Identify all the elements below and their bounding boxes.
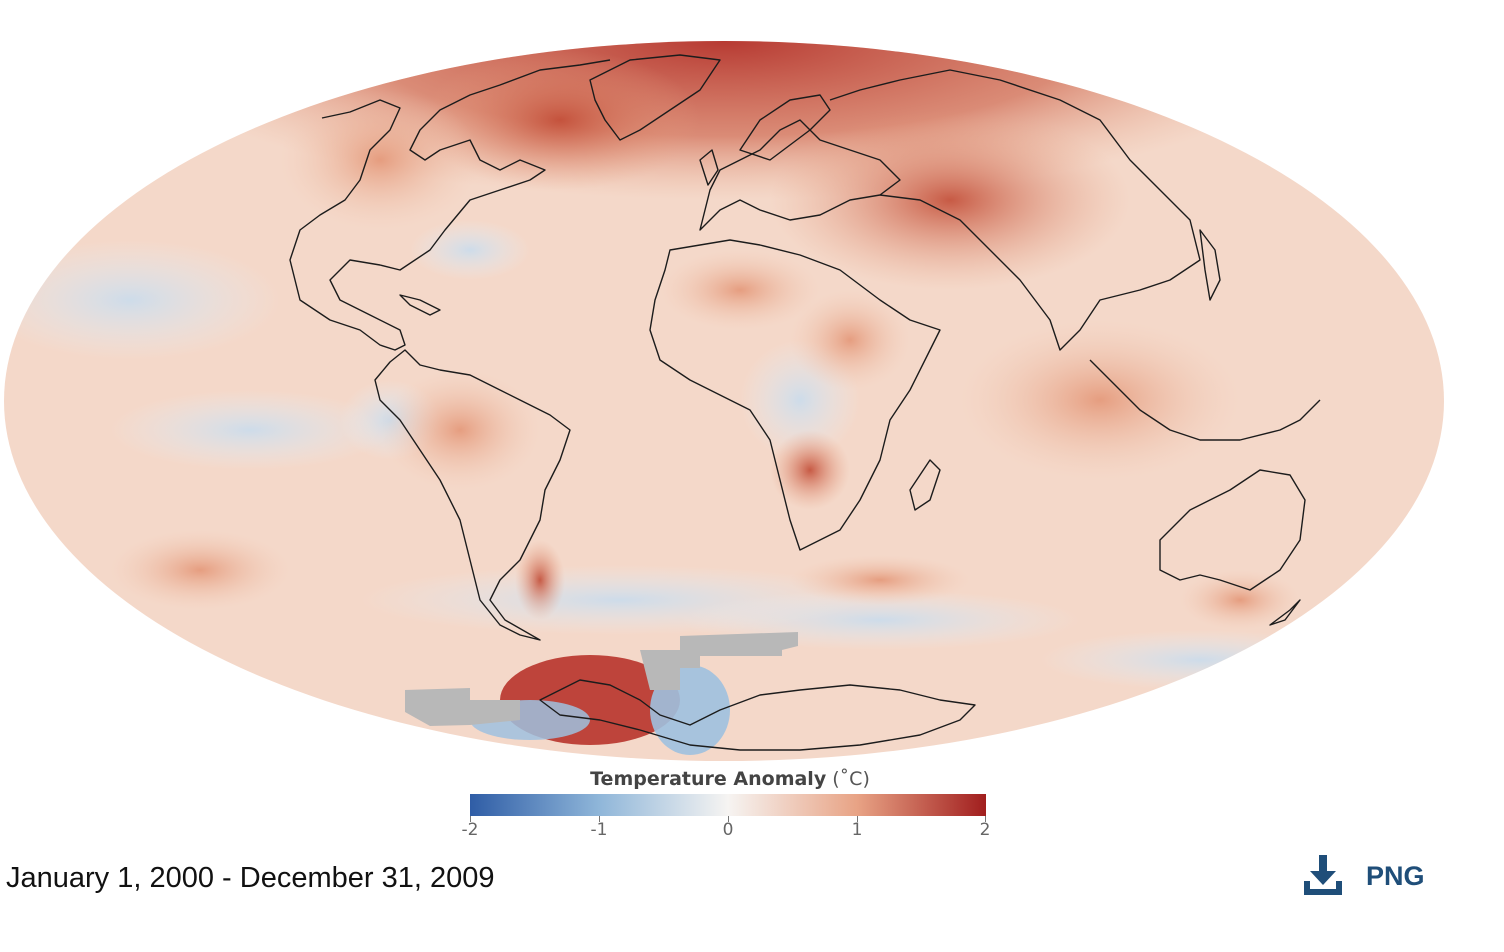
temperature-anomaly-map — [4, 41, 1444, 761]
color-legend: Temperature Anomaly (˚C) -2 -1 0 1 2 — [460, 764, 1000, 844]
coastline-caribbean — [399, 294, 441, 316]
coastline-new-zealand — [1269, 599, 1301, 626]
legend-unit: (˚C) — [832, 768, 870, 790]
coastline-south-america — [374, 349, 571, 641]
coastline-britain — [699, 149, 719, 186]
coastline-japan — [1199, 229, 1221, 301]
legend-color-bar — [470, 794, 986, 816]
coastline-madagascar — [909, 459, 941, 511]
legend-title: Temperature Anomaly (˚C) — [460, 768, 1000, 790]
legend-tick-label: -2 — [461, 820, 479, 840]
legend-tick-label: 1 — [851, 820, 863, 840]
legend-title-text: Temperature Anomaly — [590, 768, 827, 790]
legend-tick — [728, 816, 729, 822]
legend-tick — [857, 816, 858, 822]
coastline-europe — [699, 119, 901, 231]
legend-tick — [599, 816, 600, 822]
anomaly-field — [4, 41, 1444, 761]
date-range-caption: January 1, 2000 - December 31, 2009 — [6, 862, 495, 894]
coastline-australia — [1159, 469, 1306, 591]
download-icon — [1300, 853, 1346, 899]
legend-tick — [985, 816, 986, 822]
legend-tick-label: -1 — [590, 820, 608, 840]
coastline-greenland — [589, 54, 721, 141]
coastline-asia — [829, 69, 1201, 351]
legend-tick-label: 2 — [979, 820, 991, 840]
map-svg — [4, 41, 1444, 761]
coastline-africa — [649, 239, 941, 551]
coastline-antarctica — [539, 679, 976, 751]
coastlines — [289, 54, 1321, 751]
legend-tick-label: 0 — [722, 820, 734, 840]
download-png-button[interactable]: PNG — [1300, 852, 1425, 900]
legend-tick — [470, 816, 471, 822]
coastline-se-asia — [1089, 359, 1321, 441]
download-png-label: PNG — [1366, 860, 1425, 891]
coastline-scandinavia — [739, 94, 831, 161]
coastline-north-america — [289, 59, 611, 351]
